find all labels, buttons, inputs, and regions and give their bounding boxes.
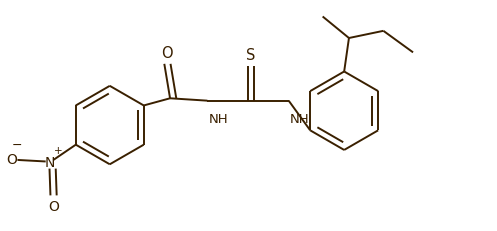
Text: −: − — [12, 139, 22, 152]
Text: +: + — [54, 146, 63, 156]
Text: NH: NH — [290, 113, 309, 126]
Text: N: N — [44, 156, 55, 170]
Text: NH: NH — [208, 113, 228, 126]
Text: O: O — [48, 200, 59, 214]
Text: O: O — [162, 46, 173, 61]
Text: O: O — [7, 153, 17, 167]
Text: S: S — [247, 48, 256, 63]
